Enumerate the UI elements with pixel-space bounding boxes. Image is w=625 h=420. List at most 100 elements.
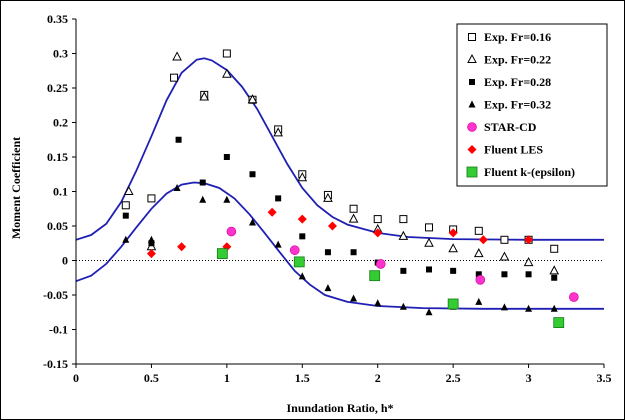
data-point [122, 235, 130, 243]
y-ticks: -0.15 -0.1 -0.05 0 0.05 0.1 0.15 0.2 0.25 0.3 0.35 [43, 12, 76, 371]
data-point [448, 228, 458, 238]
data-point [425, 308, 433, 316]
data-point [173, 184, 181, 192]
x-tick-label: 0.5 [144, 371, 159, 385]
data-point [222, 68, 232, 78]
data-point [569, 292, 579, 302]
data-point [399, 302, 407, 310]
data-point [425, 223, 434, 232]
data-point [525, 304, 533, 312]
data-point [500, 303, 508, 311]
data-point [324, 249, 331, 256]
data-point [247, 94, 258, 104]
data-point [223, 154, 230, 160]
data-point [523, 257, 534, 267]
series-6 [146, 207, 534, 259]
x-tick-label: 2.5 [446, 371, 461, 385]
x-ticks: 0 0.5 1 1.5 2 2.5 3 3.5 [73, 364, 612, 385]
data-point [448, 243, 458, 253]
y-tick-label: 0.1 [53, 185, 68, 199]
y-tick-label: 0 [62, 254, 68, 268]
legend-box [456, 23, 608, 187]
data-point [298, 272, 306, 280]
data-point [549, 265, 560, 275]
legend: Exp. Fr=0.16 Exp. Fr=0.22 Exp. Fr=0.28 Exp.… [456, 23, 608, 187]
data-point [375, 259, 386, 269]
data-point [501, 271, 508, 278]
y-tick-label: -0.1 [49, 323, 68, 337]
data-point [274, 240, 282, 248]
y-tick-label: 0.35 [47, 12, 68, 26]
series-4 [122, 184, 558, 316]
legend-label: Fluent LES [484, 143, 543, 157]
data-point [374, 299, 382, 307]
data-point [399, 215, 408, 224]
legend-marker [468, 100, 476, 108]
data-point [478, 235, 488, 245]
data-point [299, 233, 306, 240]
y-tick-label: 0.2 [53, 116, 68, 130]
data-point [350, 249, 357, 256]
data-point [553, 317, 565, 329]
data-point [473, 248, 484, 258]
data-point [373, 228, 383, 238]
legend-marker [466, 166, 478, 178]
y-tick-label: 0.05 [47, 219, 68, 233]
data-point [146, 249, 156, 259]
series-5 [226, 226, 579, 302]
y-tick-label: 0.3 [53, 47, 68, 61]
legend-marker [468, 33, 476, 41]
data-point [222, 49, 231, 58]
legend-marker [467, 53, 477, 63]
data-point [475, 275, 486, 285]
series-7 [216, 248, 565, 329]
data-point [426, 266, 433, 273]
data-point [249, 171, 256, 178]
x-tick-label: 0 [73, 371, 79, 385]
data-point [289, 245, 300, 255]
data-point [223, 195, 231, 203]
data-point [147, 194, 156, 203]
y-tick-label: 0.15 [47, 150, 68, 164]
data-point [499, 251, 510, 261]
data-point [122, 212, 129, 219]
data-point [199, 91, 210, 101]
data-point [199, 195, 207, 203]
x-tick-label: 2 [375, 371, 381, 385]
data-point [475, 271, 482, 278]
data-point [327, 221, 337, 231]
legend-marker [467, 145, 477, 154]
x-tick-label: 3 [526, 371, 532, 385]
data-point [525, 271, 532, 278]
data-point [400, 267, 407, 274]
data-point [249, 218, 257, 226]
data-point [550, 304, 558, 312]
data-point [475, 297, 483, 305]
data-point [147, 235, 155, 243]
legend-marker [469, 79, 475, 85]
data-point [323, 192, 333, 202]
data-point [369, 270, 381, 282]
data-point [424, 237, 434, 247]
data-point [170, 73, 179, 82]
data-point [216, 248, 228, 260]
legend-label: Exp. Fr=0.16 [484, 30, 551, 44]
data-point [123, 185, 134, 195]
legend-label: Fluent k-(epsilon) [484, 165, 575, 179]
data-point [447, 298, 459, 310]
data-point [550, 244, 559, 253]
data-point [175, 136, 182, 143]
x-axis-title: Inundation Ratio, h* [286, 401, 393, 415]
y-tick-label: -0.05 [43, 288, 68, 302]
data-point [474, 226, 483, 235]
data-point [524, 235, 534, 245]
data-point [297, 214, 307, 224]
legend-label: Exp. Fr=0.22 [484, 53, 551, 67]
data-point [398, 230, 409, 240]
data-point [293, 256, 305, 268]
y-axis-title: Moment Coefficient [9, 137, 23, 239]
data-point [275, 195, 282, 202]
y-tick-label: -0.15 [43, 357, 68, 371]
y-tick-label: 0.25 [47, 81, 68, 95]
